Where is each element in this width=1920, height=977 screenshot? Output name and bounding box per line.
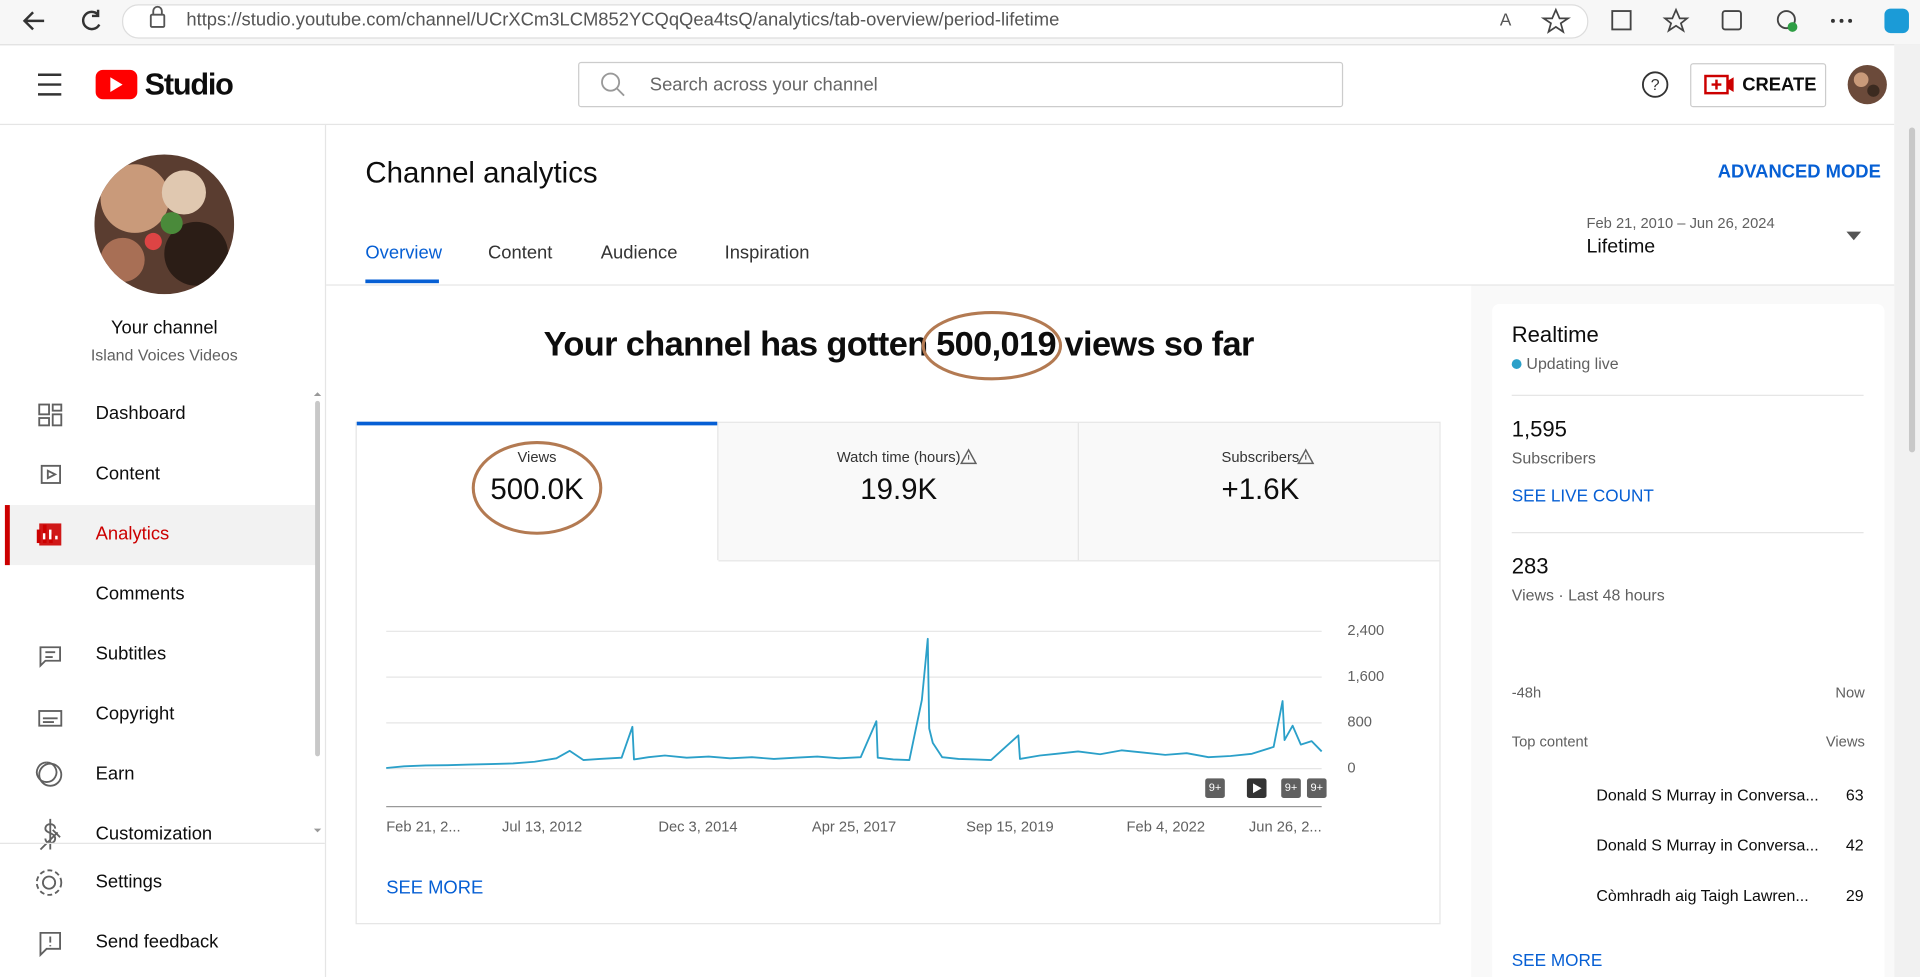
sidebar-graphics bbox=[0, 154, 325, 958]
page-scrollbar-thumb[interactable] bbox=[1908, 127, 1916, 453]
realtime-start-label: -48h bbox=[1511, 684, 1542, 702]
headline-views: 500,019 bbox=[936, 324, 1056, 363]
tab[interactable]: Inspiration bbox=[724, 242, 810, 264]
period-selector[interactable]: Lifetime bbox=[1586, 236, 1656, 258]
x-tick-label: Jun 26, 2... bbox=[1249, 819, 1322, 835]
top-content-views: 42 bbox=[1845, 836, 1864, 855]
event-badge-label: 9+ bbox=[1209, 782, 1222, 794]
subscriber-count: 1,595 bbox=[1511, 416, 1567, 442]
period-dropdown-arrow[interactable] bbox=[1845, 230, 1862, 242]
x-tick-label: Feb 21, 2... bbox=[386, 819, 460, 835]
metric-value[interactable]: 500.0K bbox=[490, 473, 584, 507]
y-tick-label: 1,600 bbox=[1347, 669, 1384, 685]
top-content-title[interactable]: Còmhradh aig Taigh Lawren... bbox=[1596, 886, 1809, 905]
headline-prefix: Your channel has gotten bbox=[543, 324, 929, 363]
divider bbox=[1511, 394, 1864, 396]
active-tab-indicator bbox=[365, 279, 439, 284]
tab[interactable]: Audience bbox=[600, 242, 678, 264]
url[interactable]: https://studio.youtube.com/channel/UCrXC… bbox=[186, 9, 1060, 31]
warning-icon bbox=[959, 448, 978, 465]
tabs-divider bbox=[326, 284, 1895, 286]
channel-name: Island Voices Videos bbox=[90, 345, 238, 365]
metric-value[interactable]: +1.6K bbox=[1221, 473, 1300, 507]
live-count-link[interactable]: SEE LIVE COUNT bbox=[1511, 485, 1654, 506]
views-line bbox=[386, 637, 1323, 769]
event-badge-label: 9+ bbox=[1310, 782, 1323, 794]
event-badge bbox=[1205, 778, 1225, 799]
tab[interactable]: Content bbox=[487, 242, 553, 264]
page-title: Channel analytics bbox=[365, 156, 598, 191]
top-content-views-label: Views bbox=[1825, 733, 1865, 751]
live-status: Updating live bbox=[1526, 354, 1619, 373]
svg-text:?: ? bbox=[1651, 77, 1660, 94]
nav-item[interactable]: Copyright bbox=[95, 703, 175, 725]
nav-item[interactable]: Earn bbox=[95, 763, 135, 785]
headline-suffix: views so far bbox=[1064, 324, 1255, 363]
x-tick-label: Sep 15, 2019 bbox=[966, 819, 1053, 835]
x-tick-label: Jul 13, 2012 bbox=[502, 819, 582, 835]
warning-icon bbox=[1297, 448, 1315, 465]
subscriber-label: Subscribers bbox=[1511, 448, 1596, 468]
metric-label[interactable]: Subscribers bbox=[1221, 448, 1300, 466]
nav-item[interactable]: Comments bbox=[95, 583, 185, 605]
top-content-views: 63 bbox=[1845, 785, 1864, 805]
metric-value[interactable]: 19.9K bbox=[860, 473, 938, 507]
nav-item[interactable]: Send feedback bbox=[95, 931, 219, 953]
top-content-label: Top content bbox=[1511, 733, 1588, 751]
top-content-title[interactable]: Donald S Murray in Conversa... bbox=[1596, 785, 1819, 805]
channel-title[interactable]: Your channel bbox=[110, 317, 218, 339]
realtime-title: Realtime bbox=[1511, 322, 1599, 347]
top-content-title[interactable]: Donald S Murray in Conversa... bbox=[1596, 836, 1819, 855]
realtime-see-more[interactable]: SEE MORE bbox=[1511, 950, 1603, 970]
x-tick-label: Dec 3, 2014 bbox=[658, 819, 737, 835]
video-badge-icon bbox=[1253, 783, 1262, 794]
date-range[interactable]: Feb 21, 2010 – Jun 26, 2024 bbox=[1586, 214, 1775, 232]
nav-item[interactable]: Analytics bbox=[95, 523, 170, 545]
studio-header-icons: ? bbox=[38, 61, 1887, 108]
page-scrollbar bbox=[1894, 44, 1920, 977]
realtime-end-label: Now bbox=[1835, 684, 1865, 702]
nav-item[interactable]: Customization bbox=[95, 823, 213, 845]
svg-text:A: A bbox=[1500, 9, 1512, 29]
search-input[interactable]: Search across your channel bbox=[649, 74, 878, 96]
realtime-views-label: Views · Last 48 hours bbox=[1511, 585, 1665, 605]
metric-label[interactable]: Views bbox=[517, 448, 557, 466]
live-dot bbox=[1511, 359, 1522, 369]
advanced-mode-button[interactable]: ADVANCED MODE bbox=[1717, 161, 1881, 183]
tab[interactable]: Overview bbox=[365, 242, 443, 264]
logo-text[interactable]: Studio bbox=[144, 67, 234, 102]
create-button[interactable]: CREATE bbox=[1742, 74, 1817, 96]
nav-item[interactable]: Settings bbox=[95, 871, 163, 893]
headline: Your channel has gotten 500,019 views so… bbox=[356, 325, 1442, 364]
metric-active-indicator bbox=[356, 421, 718, 426]
x-tick-label: Feb 4, 2022 bbox=[1127, 819, 1205, 835]
metric-divider bbox=[1077, 422, 1079, 561]
y-tick-label: 800 bbox=[1347, 715, 1372, 731]
realtime-card bbox=[1492, 304, 1885, 977]
event-badge-label: 9+ bbox=[1285, 782, 1298, 794]
event-badge bbox=[1306, 778, 1327, 799]
realtime-views: 283 bbox=[1511, 554, 1549, 579]
metric-label[interactable]: Watch time (hours) bbox=[836, 448, 961, 466]
nav-item[interactable]: Dashboard bbox=[95, 403, 186, 425]
event-badge bbox=[1281, 778, 1301, 799]
nav-item[interactable]: Subtitles bbox=[95, 643, 167, 665]
metric-divider bbox=[717, 422, 719, 561]
divider bbox=[1511, 532, 1864, 534]
y-tick-label: 0 bbox=[1347, 760, 1355, 776]
y-tick-label: 2,400 bbox=[1347, 623, 1384, 639]
sidebar-border bbox=[324, 125, 327, 977]
header-divider bbox=[0, 123, 1895, 126]
see-more-link[interactable]: SEE MORE bbox=[386, 877, 484, 899]
top-content-views: 29 bbox=[1845, 886, 1864, 905]
x-tick-label: Apr 25, 2017 bbox=[812, 819, 896, 835]
browser-icons: A bbox=[22, 4, 1909, 39]
nav-item[interactable]: Content bbox=[95, 463, 161, 485]
